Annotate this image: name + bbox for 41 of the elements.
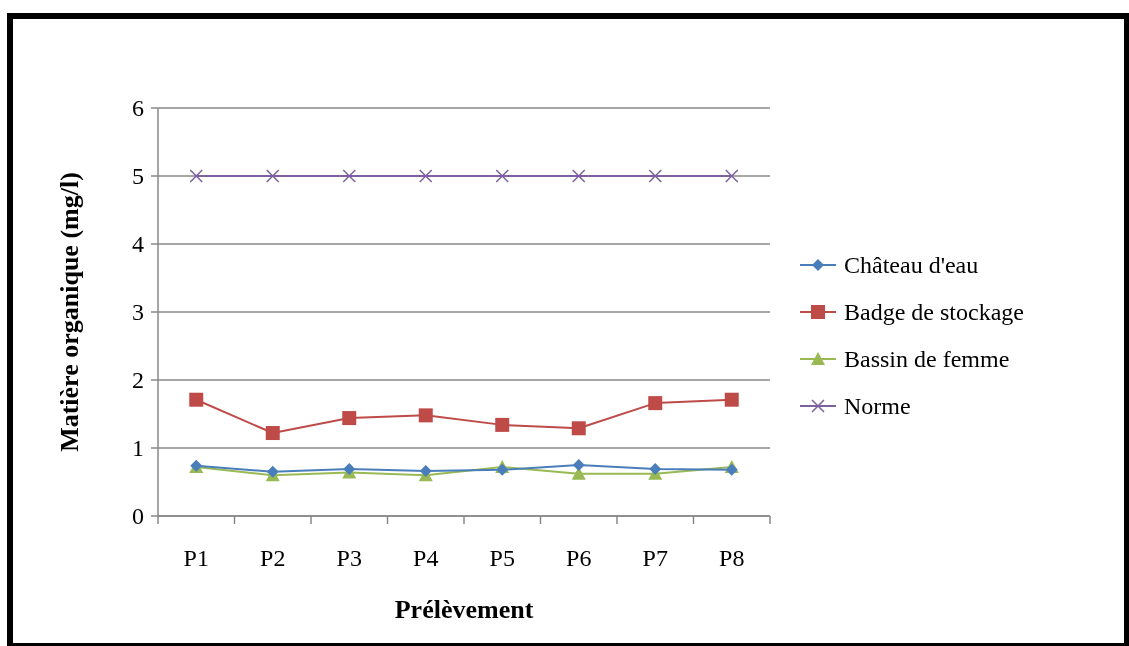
point <box>648 169 662 183</box>
point <box>265 426 280 441</box>
point <box>266 169 280 183</box>
legend-label: Château d'eau <box>844 252 979 279</box>
point <box>342 169 356 183</box>
x-tick-label: P4 <box>413 545 439 571</box>
point <box>342 411 357 426</box>
legend-label: Badge de stockage <box>844 299 1024 326</box>
x-tick-label: P7 <box>642 545 668 571</box>
x-axis-title: Prélèvement <box>394 595 534 624</box>
x-tick-label: P5 <box>489 545 515 571</box>
point <box>418 408 433 423</box>
x-tick-label: P6 <box>566 545 592 571</box>
point <box>189 392 204 407</box>
point <box>572 459 585 471</box>
y-tick-label: 1 <box>132 435 144 462</box>
point <box>572 169 586 183</box>
legend-label: Bassin de femme <box>844 346 1010 373</box>
point <box>266 465 279 478</box>
x-tick-label: P1 <box>183 545 209 571</box>
y-tick-label: 4 <box>132 231 144 258</box>
y-tick-label: 0 <box>132 503 144 530</box>
y-tick-label: 6 <box>132 95 144 122</box>
point <box>649 463 662 476</box>
point <box>419 169 433 183</box>
x-tick-label: P3 <box>336 545 362 571</box>
x-tick-label: P2 <box>260 545 286 571</box>
point <box>495 417 510 432</box>
point <box>648 396 663 411</box>
x-tick-label: P8 <box>719 545 745 571</box>
y-tick-label: 3 <box>132 299 144 326</box>
point <box>419 465 432 478</box>
point <box>495 169 509 183</box>
legend-label: Norme <box>844 393 911 420</box>
point <box>571 421 586 436</box>
y-axis-title: Matière organique (mg/l) <box>55 172 84 452</box>
point <box>724 392 739 407</box>
point <box>189 169 203 183</box>
y-tick-label: 5 <box>132 163 144 190</box>
y-tick-label: 2 <box>132 367 144 394</box>
point <box>725 169 739 183</box>
